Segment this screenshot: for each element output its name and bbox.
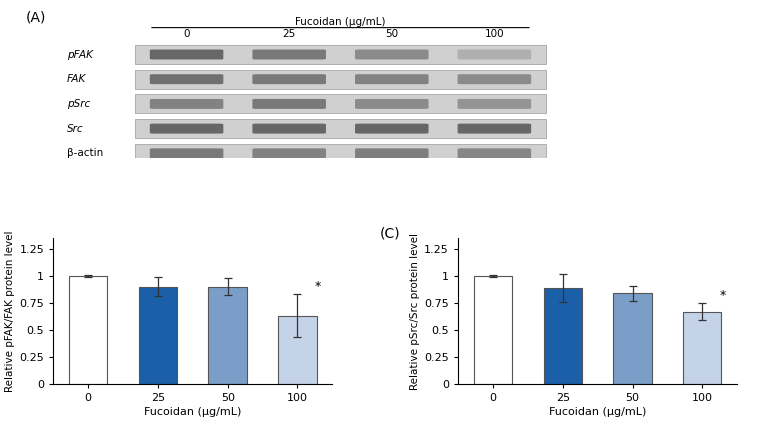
FancyBboxPatch shape bbox=[135, 45, 546, 64]
FancyBboxPatch shape bbox=[458, 124, 531, 133]
Bar bbox=[208, 287, 247, 384]
Bar bbox=[473, 276, 512, 384]
Bar bbox=[278, 316, 317, 384]
FancyBboxPatch shape bbox=[135, 70, 546, 89]
Text: pSrc: pSrc bbox=[67, 99, 90, 109]
FancyBboxPatch shape bbox=[252, 124, 326, 133]
FancyBboxPatch shape bbox=[355, 99, 429, 109]
FancyBboxPatch shape bbox=[458, 99, 531, 109]
FancyBboxPatch shape bbox=[135, 119, 546, 138]
FancyBboxPatch shape bbox=[252, 99, 326, 109]
Text: Src: Src bbox=[67, 124, 84, 133]
FancyBboxPatch shape bbox=[150, 148, 223, 158]
Bar bbox=[69, 276, 107, 384]
FancyBboxPatch shape bbox=[458, 148, 531, 158]
Y-axis label: Relative pFAK/FAK protein level: Relative pFAK/FAK protein level bbox=[5, 230, 15, 392]
FancyBboxPatch shape bbox=[135, 144, 546, 163]
Text: (A): (A) bbox=[26, 10, 46, 24]
FancyBboxPatch shape bbox=[355, 148, 429, 158]
FancyBboxPatch shape bbox=[458, 50, 531, 59]
Text: pFAK: pFAK bbox=[67, 50, 93, 59]
FancyBboxPatch shape bbox=[150, 50, 223, 59]
Text: *: * bbox=[315, 280, 321, 293]
Bar bbox=[543, 288, 582, 384]
Text: 25: 25 bbox=[283, 29, 296, 39]
FancyBboxPatch shape bbox=[150, 74, 223, 84]
FancyBboxPatch shape bbox=[458, 74, 531, 84]
Text: Fucoidan (μg/mL): Fucoidan (μg/mL) bbox=[295, 17, 386, 27]
Text: FAK: FAK bbox=[67, 74, 86, 84]
FancyBboxPatch shape bbox=[150, 99, 223, 109]
FancyBboxPatch shape bbox=[355, 124, 429, 133]
FancyBboxPatch shape bbox=[252, 148, 326, 158]
Text: (C): (C) bbox=[380, 227, 401, 241]
FancyBboxPatch shape bbox=[150, 124, 223, 133]
Text: β-actin: β-actin bbox=[67, 148, 103, 158]
Bar bbox=[683, 312, 721, 384]
FancyBboxPatch shape bbox=[135, 95, 546, 113]
X-axis label: Fucoidan (μg/mL): Fucoidan (μg/mL) bbox=[549, 407, 646, 417]
Text: 0: 0 bbox=[183, 29, 190, 39]
Text: *: * bbox=[720, 289, 726, 302]
FancyBboxPatch shape bbox=[355, 50, 429, 59]
FancyBboxPatch shape bbox=[252, 74, 326, 84]
Text: 100: 100 bbox=[485, 29, 504, 39]
FancyBboxPatch shape bbox=[355, 74, 429, 84]
Bar bbox=[613, 293, 651, 384]
Bar bbox=[139, 287, 177, 384]
X-axis label: Fucoidan (μg/mL): Fucoidan (μg/mL) bbox=[144, 407, 242, 417]
Y-axis label: Relative pSrc/Src protein level: Relative pSrc/Src protein level bbox=[410, 232, 420, 389]
Text: 50: 50 bbox=[385, 29, 398, 39]
FancyBboxPatch shape bbox=[252, 50, 326, 59]
